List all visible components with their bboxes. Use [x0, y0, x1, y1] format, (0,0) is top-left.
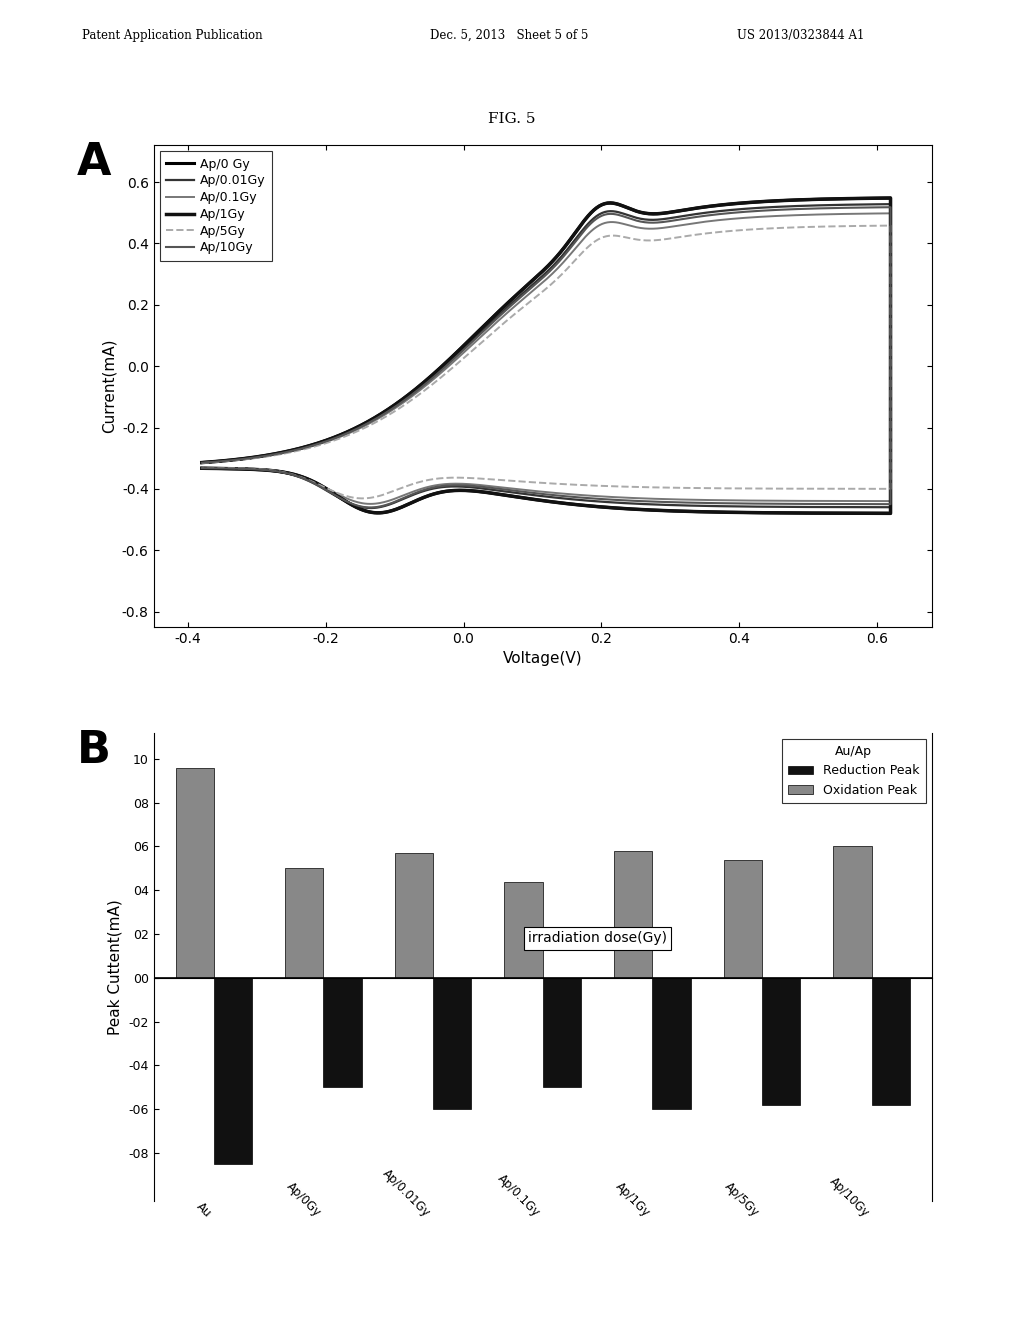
Ap/10Gy — [196, 455, 208, 471]
Ap/5Gy — [355, 491, 368, 507]
Text: Ap/10Gy: Ap/10Gy — [826, 1175, 871, 1220]
Ap/0.1Gy — [803, 207, 815, 223]
Ap/0.1Gy — [754, 209, 766, 224]
Bar — [834, 846, 871, 978]
Ap/0 Gy — [625, 502, 637, 517]
Bar — [505, 882, 543, 978]
Ap/1Gy — [803, 191, 815, 207]
Bar — [543, 978, 581, 1088]
Text: Ap/1Gy: Ap/1Gy — [612, 1180, 652, 1220]
Ap/10Gy — [803, 201, 815, 216]
Ap/0 Gy — [885, 190, 897, 206]
Text: FIG. 5: FIG. 5 — [488, 112, 536, 127]
Bar — [652, 978, 691, 1109]
Ap/10Gy — [885, 199, 897, 215]
Ap/0 Gy — [803, 191, 815, 207]
Text: Ap/0.1Gy: Ap/0.1Gy — [496, 1172, 543, 1220]
Line: Ap/0.01Gy: Ap/0.01Gy — [202, 205, 891, 508]
Text: Dec. 5, 2013   Sheet 5 of 5: Dec. 5, 2013 Sheet 5 of 5 — [430, 29, 589, 42]
Ap/1Gy — [497, 487, 509, 503]
Ap/1Gy — [337, 426, 349, 442]
Ap/0.01Gy — [473, 480, 485, 496]
Bar — [871, 978, 910, 1105]
Ap/5Gy — [885, 218, 897, 234]
Y-axis label: Current(mA): Current(mA) — [101, 339, 117, 433]
Text: irradiation dose(Gy): irradiation dose(Gy) — [528, 932, 667, 945]
Ap/0 Gy — [196, 461, 208, 477]
Ap/5Gy — [754, 220, 766, 236]
Ap/0.1Gy — [196, 455, 208, 471]
Text: Au: Au — [194, 1200, 214, 1220]
Ap/0 Gy — [472, 483, 484, 499]
Ap/10Gy — [754, 203, 766, 219]
Ap/5Gy — [498, 473, 510, 488]
Ap/0 Gy — [885, 506, 897, 521]
Ap/0.01Gy — [754, 199, 766, 215]
Ap/5Gy — [627, 479, 639, 495]
Ap/0.1Gy — [365, 496, 377, 512]
Ap/0 Gy — [497, 487, 509, 503]
Bar — [614, 851, 652, 978]
Ap/5Gy — [196, 455, 208, 471]
Line: Ap/1Gy: Ap/1Gy — [202, 198, 891, 513]
Ap/0.01Gy — [803, 198, 815, 214]
Ap/1Gy — [885, 506, 897, 521]
Ap/0.1Gy — [196, 461, 208, 477]
Legend: Ap/0 Gy, Ap/0.01Gy, Ap/0.1Gy, Ap/1Gy, Ap/5Gy, Ap/10Gy: Ap/0 Gy, Ap/0.01Gy, Ap/0.1Gy, Ap/1Gy, Ap… — [160, 152, 271, 261]
Legend: Reduction Peak, Oxidation Peak: Reduction Peak, Oxidation Peak — [781, 739, 926, 803]
Ap/1Gy — [625, 502, 637, 517]
Ap/0.01Gy — [627, 495, 639, 511]
Y-axis label: Peak Cuttent(mA): Peak Cuttent(mA) — [108, 899, 123, 1035]
Text: US 2013/0323844 A1: US 2013/0323844 A1 — [737, 29, 864, 42]
Bar — [285, 869, 324, 978]
Ap/10Gy — [473, 479, 485, 495]
Ap/0.01Gy — [196, 455, 208, 471]
Ap/1Gy — [472, 483, 484, 499]
Bar — [214, 978, 252, 1164]
Ap/0 Gy — [754, 194, 766, 210]
Line: Ap/0 Gy: Ap/0 Gy — [202, 198, 891, 513]
Line: Ap/10Gy: Ap/10Gy — [202, 207, 891, 507]
Ap/0.01Gy — [885, 197, 897, 213]
Ap/0.1Gy — [885, 206, 897, 222]
Ap/0.1Gy — [498, 479, 510, 495]
Text: Patent Application Publication: Patent Application Publication — [82, 29, 262, 42]
Line: Ap/5Gy: Ap/5Gy — [202, 226, 891, 499]
Ap/1Gy — [196, 461, 208, 477]
Bar — [175, 768, 214, 978]
Bar — [724, 859, 762, 978]
Ap/1Gy — [754, 194, 766, 210]
Ap/0.01Gy — [337, 426, 349, 442]
Text: Ap/0Gy: Ap/0Gy — [284, 1180, 324, 1220]
Bar — [762, 978, 801, 1105]
Text: Ap/0.01Gy: Ap/0.01Gy — [380, 1167, 433, 1220]
Ap/1Gy — [885, 190, 897, 206]
Ap/0.1Gy — [627, 490, 639, 506]
Line: Ap/0.1Gy: Ap/0.1Gy — [202, 214, 891, 504]
Bar — [324, 978, 361, 1088]
Ap/5Gy — [803, 219, 815, 235]
Bar — [394, 853, 433, 978]
Ap/0.1Gy — [337, 428, 349, 444]
Ap/1Gy — [196, 454, 208, 470]
Ap/5Gy — [196, 459, 208, 475]
Ap/10Gy — [498, 482, 510, 498]
Ap/5Gy — [337, 429, 349, 445]
Ap/10Gy — [196, 461, 208, 477]
Ap/0.01Gy — [498, 483, 510, 499]
Ap/10Gy — [337, 428, 349, 444]
Ap/0.01Gy — [365, 500, 377, 516]
Ap/0.01Gy — [196, 461, 208, 477]
Text: B: B — [77, 729, 111, 772]
Ap/0 Gy — [337, 426, 349, 442]
Text: A: A — [77, 141, 112, 185]
X-axis label: Voltage(V): Voltage(V) — [503, 651, 583, 667]
Text: Ap/5Gy: Ap/5Gy — [722, 1180, 762, 1220]
Ap/0.1Gy — [473, 477, 485, 492]
Ap/5Gy — [473, 471, 485, 487]
Ap/10Gy — [365, 499, 377, 515]
Bar — [433, 978, 471, 1109]
Ap/0 Gy — [196, 454, 208, 470]
Ap/10Gy — [627, 492, 639, 508]
